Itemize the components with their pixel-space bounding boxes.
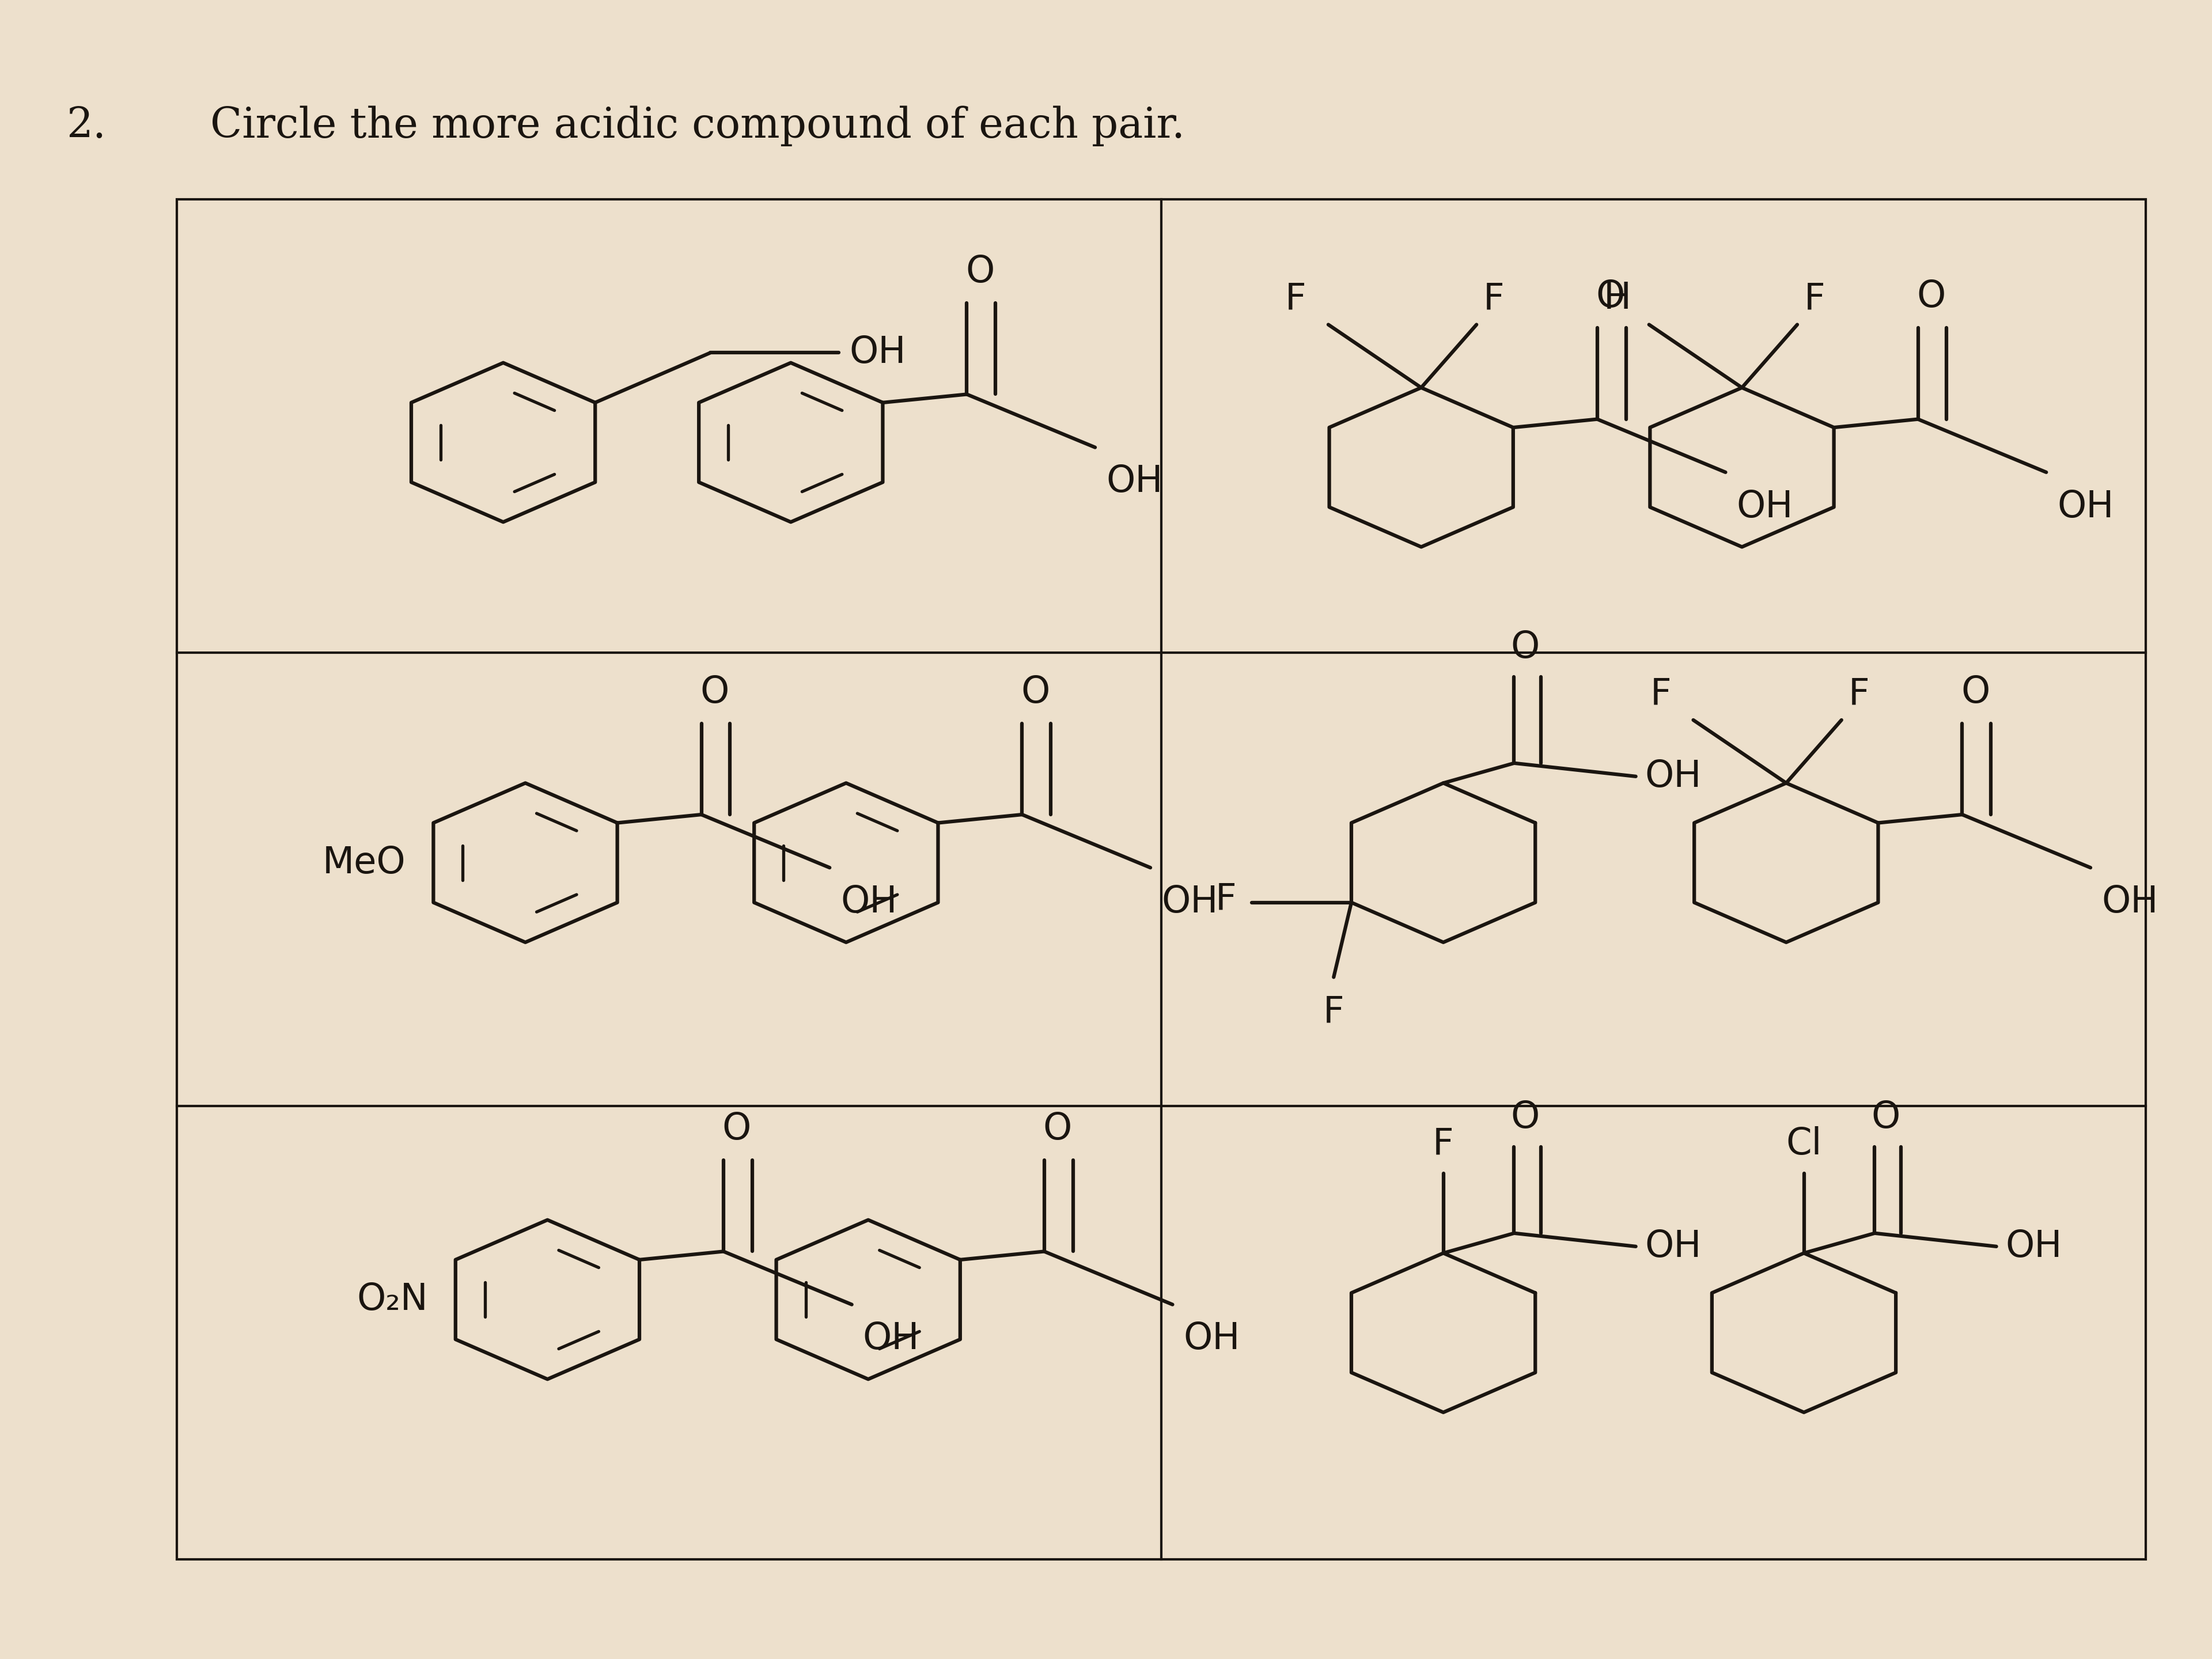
Text: O: O <box>1871 1100 1900 1135</box>
Text: O₂N: O₂N <box>356 1282 427 1317</box>
Text: Circle the more acidic compound of each pair.: Circle the more acidic compound of each … <box>210 106 1186 146</box>
Text: F: F <box>1285 280 1305 317</box>
Text: OH: OH <box>841 884 898 921</box>
Text: F: F <box>1847 675 1869 712</box>
Text: OH: OH <box>1644 1229 1701 1264</box>
Text: O: O <box>1044 1112 1073 1146</box>
Text: OH: OH <box>1644 758 1701 795</box>
Text: OH: OH <box>2101 884 2159 921</box>
Text: O: O <box>967 254 995 290</box>
Text: 2.: 2. <box>66 106 106 146</box>
Text: OH: OH <box>2057 489 2115 524</box>
Text: OH: OH <box>849 335 907 370</box>
Text: OH: OH <box>863 1321 920 1357</box>
Text: F: F <box>1323 994 1345 1030</box>
Text: O: O <box>1022 674 1051 710</box>
Text: OH: OH <box>1736 489 1794 524</box>
Text: F: F <box>1214 881 1237 917</box>
Text: F: F <box>1433 1126 1453 1161</box>
Text: OH: OH <box>2004 1229 2062 1264</box>
Text: O: O <box>1962 674 1991 710</box>
Text: O: O <box>1918 279 1947 315</box>
Bar <box>177 199 2146 1559</box>
Text: F: F <box>1805 280 1825 317</box>
Text: F: F <box>1482 280 1504 317</box>
Text: OH: OH <box>1106 465 1164 499</box>
Text: O: O <box>1511 1100 1540 1135</box>
Text: O: O <box>701 674 730 710</box>
Text: H: H <box>1604 280 1630 317</box>
Text: F: F <box>1650 675 1670 712</box>
Text: MeO: MeO <box>323 844 407 881</box>
Text: O: O <box>723 1112 752 1146</box>
Text: O: O <box>1597 279 1626 315</box>
Text: OH: OH <box>1183 1321 1241 1357</box>
Text: Cl: Cl <box>1785 1126 1823 1161</box>
Text: OH: OH <box>1161 884 1219 921</box>
Text: O: O <box>1511 629 1540 665</box>
